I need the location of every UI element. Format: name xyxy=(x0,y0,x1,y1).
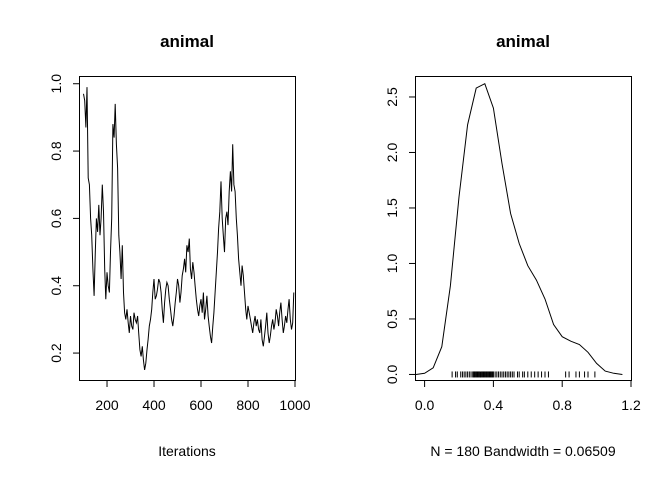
density-x-tick-label: 0.4 xyxy=(484,397,504,413)
density-plot-frame xyxy=(415,76,632,381)
density-x-axis-label: N = 180 Bandwidth = 0.06509 xyxy=(430,443,615,459)
trace-y-tick-label: 1.0 xyxy=(48,74,64,94)
trace-y-tick-label: 0.6 xyxy=(48,208,64,228)
density-y-tick-label: 2.0 xyxy=(384,143,400,163)
trace-x-tick-label: 600 xyxy=(189,397,213,413)
trace-x-tick-label: 1000 xyxy=(279,397,310,413)
density-x-axis: 0.0 0.4 0.8 1.2 xyxy=(415,380,641,413)
trace-x-tick-label: 200 xyxy=(95,397,119,413)
density-y-tick-label: 1.5 xyxy=(384,198,400,218)
density-y-axis: 0.0 0.5 1.0 1.5 2.0 2.5 xyxy=(384,87,416,384)
density-plot-panel: animal 0.0 0.4 0.8 1.2 0.0 0.5 1.0 1.5 2.0 2.5 N… xyxy=(384,32,641,459)
density-y-tick-label: 0.0 xyxy=(384,365,400,385)
density-x-tick-label: 0.8 xyxy=(552,397,572,413)
trace-x-tick-label: 400 xyxy=(142,397,166,413)
trace-y-tick-label: 0.8 xyxy=(48,141,64,161)
density-x-tick-label: 1.2 xyxy=(621,397,641,413)
trace-y-tick-label: 0.4 xyxy=(48,276,64,296)
density-curve xyxy=(415,82,623,375)
density-y-tick-label: 1.0 xyxy=(384,254,400,274)
trace-x-axis-label: Iterations xyxy=(158,443,216,459)
trace-x-tick-label: 800 xyxy=(236,397,260,413)
density-rug xyxy=(451,371,596,378)
trace-plot-frame xyxy=(79,76,296,381)
trace-y-axis: 0.2 0.4 0.6 0.8 1.0 xyxy=(48,74,80,363)
density-y-tick-label: 2.5 xyxy=(384,87,400,107)
density-y-tick-label: 0.5 xyxy=(384,309,400,329)
trace-y-tick-label: 0.2 xyxy=(48,343,64,363)
density-plot-title: animal xyxy=(496,32,550,51)
trace-line xyxy=(83,87,295,370)
trace-plot-panel: animal 200 400 600 800 1000 0.20.40.60.81.0 … xyxy=(48,32,311,459)
trace-x-axis: 200 400 600 800 1000 xyxy=(95,380,311,413)
trace-plot-title: animal xyxy=(160,32,214,51)
density-x-tick-label: 0.0 xyxy=(415,397,435,413)
